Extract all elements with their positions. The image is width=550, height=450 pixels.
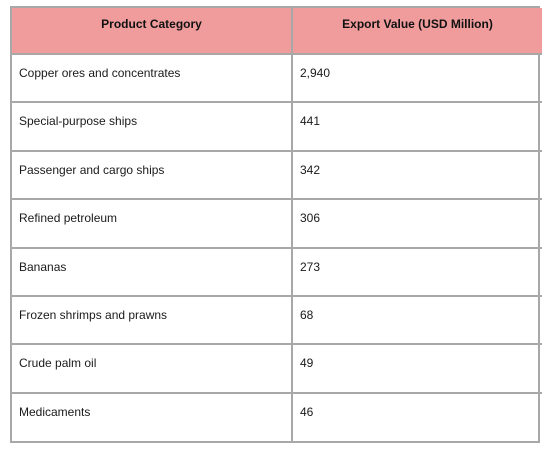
table-row: Special-purpose ships 441	[12, 101, 542, 152]
cell-export-value: 273	[291, 246, 542, 297]
table-row: Bananas 273	[12, 246, 542, 297]
cell-product-category: Crude palm oil	[12, 343, 293, 394]
table-row: Medicaments 46	[12, 391, 542, 441]
cell-export-value: 68	[291, 294, 542, 346]
cell-product-category: Refined petroleum	[12, 198, 293, 249]
cell-product-category: Bananas	[12, 246, 293, 297]
cell-export-value: 306	[291, 198, 542, 249]
cell-export-value: 342	[291, 149, 542, 201]
table-row: Crude palm oil 49	[12, 343, 542, 394]
table-row: Refined petroleum 306	[12, 198, 542, 249]
cell-export-value: 49	[291, 343, 542, 394]
cell-product-category: Copper ores and concentrates	[12, 52, 293, 104]
table-row: Copper ores and concentrates 2,940	[12, 52, 542, 104]
cell-export-value: 46	[291, 391, 542, 441]
cell-export-value: 2,940	[291, 52, 542, 104]
table-row: Passenger and cargo ships 342	[12, 149, 542, 201]
header-row: Product Category Export Value (USD Milli…	[12, 8, 542, 55]
cell-product-category: Passenger and cargo ships	[12, 149, 293, 201]
export-table-container: Product Category Export Value (USD Milli…	[10, 6, 542, 443]
cell-product-category: Special-purpose ships	[12, 101, 293, 152]
column-header-product-category: Product Category	[12, 8, 293, 55]
column-header-export-value: Export Value (USD Million)	[291, 8, 542, 55]
cell-export-value: 441	[291, 101, 542, 152]
export-table: Product Category Export Value (USD Milli…	[12, 8, 542, 441]
cell-product-category: Frozen shrimps and prawns	[12, 294, 293, 346]
table-row: Frozen shrimps and prawns 68	[12, 294, 542, 346]
cell-product-category: Medicaments	[12, 391, 293, 441]
